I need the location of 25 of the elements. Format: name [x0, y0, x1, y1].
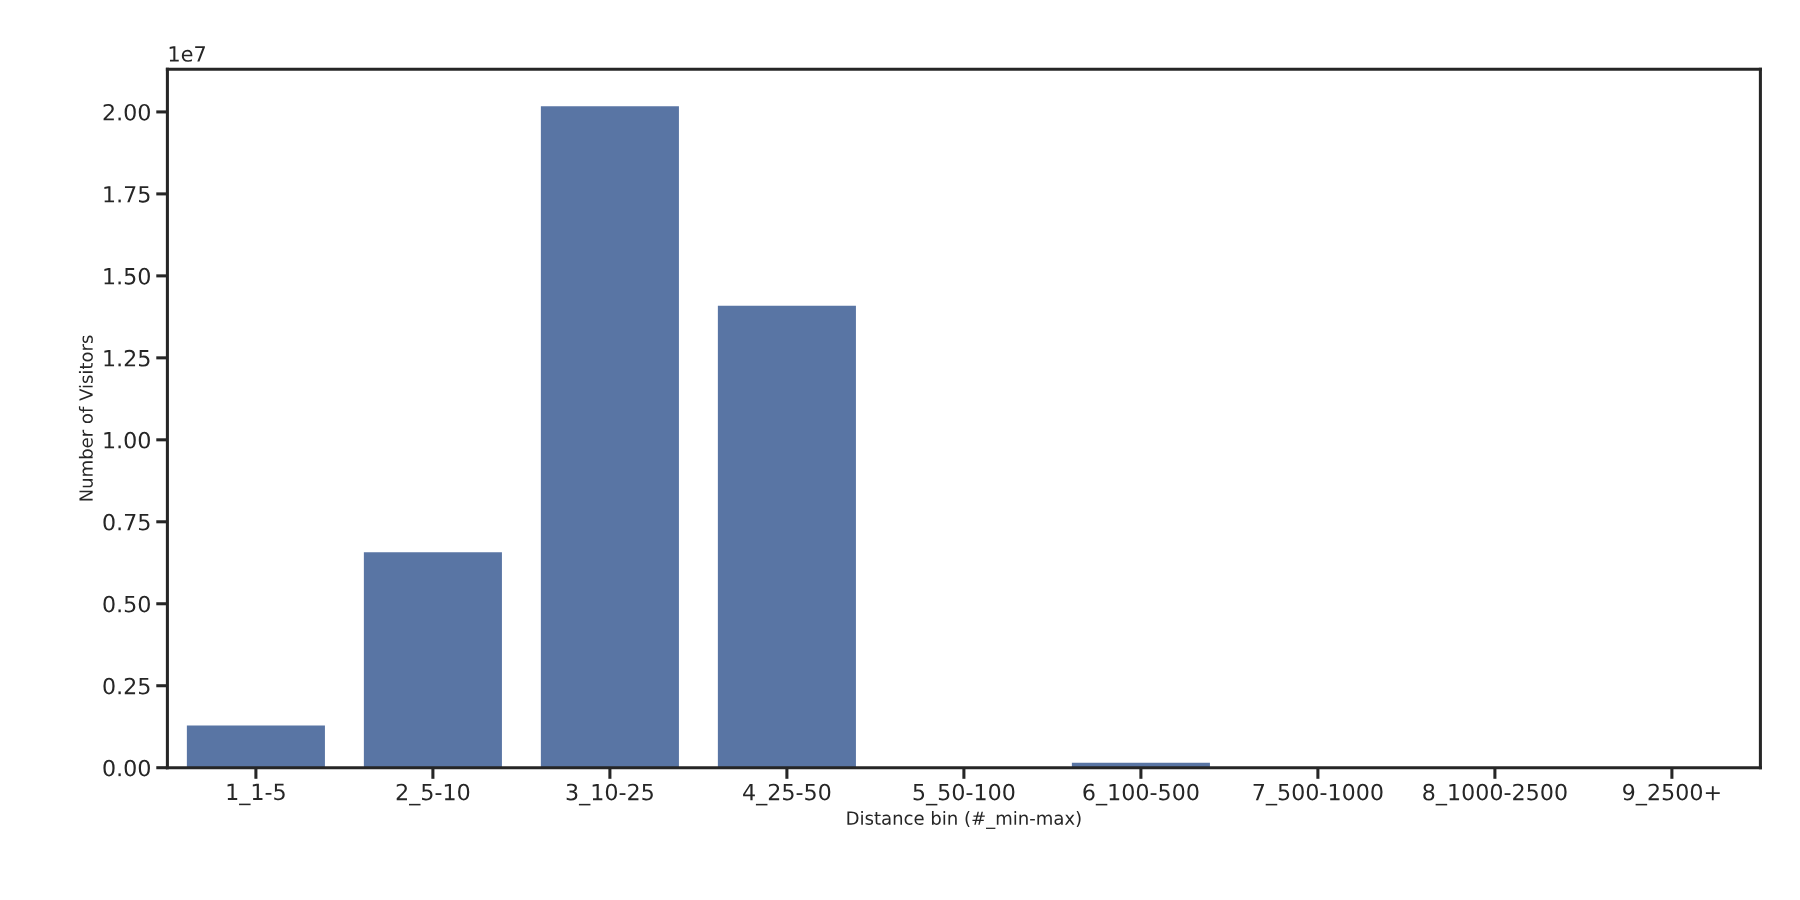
- x-tick-label: 3_10-25: [566, 783, 653, 806]
- y-tick-label: 0.50: [103, 595, 150, 613]
- y-tick-label: 1.75: [104, 186, 150, 203]
- y-tick-label: 0.25: [103, 677, 150, 695]
- x-tick-label: 5_50-100: [913, 783, 1015, 806]
- y-tick-label: 1.25: [104, 349, 150, 367]
- bar: [186, 725, 325, 768]
- y-tick-label: 0.75: [103, 513, 150, 531]
- x-tick-label: 4_25-50: [743, 783, 831, 806]
- x-tick-label: 1_1-5: [227, 783, 285, 806]
- y-tick-label: 2.00: [103, 103, 150, 121]
- x-tick-label: 7_500-1000: [1253, 783, 1383, 806]
- y-tick-label: 1.00: [104, 431, 150, 449]
- x-tick-label: 2_5-10: [396, 783, 470, 806]
- x-tick-label: 6_100-500: [1083, 783, 1199, 806]
- x-tick-label: 9_2500+: [1623, 783, 1720, 806]
- y-tick-label: 1.50: [104, 267, 150, 285]
- text: 1e7: [169, 46, 205, 62]
- x-axis-title: Distance bin (#_min-max): [847, 810, 1081, 829]
- y-axis-title: Number of Visitors: [78, 335, 93, 501]
- y-tick-label: 0.00: [103, 759, 150, 777]
- bar: [540, 106, 679, 768]
- x-tick-label: 8_1000-2500: [1423, 783, 1567, 806]
- bar: [717, 305, 856, 768]
- bar: [363, 552, 502, 768]
